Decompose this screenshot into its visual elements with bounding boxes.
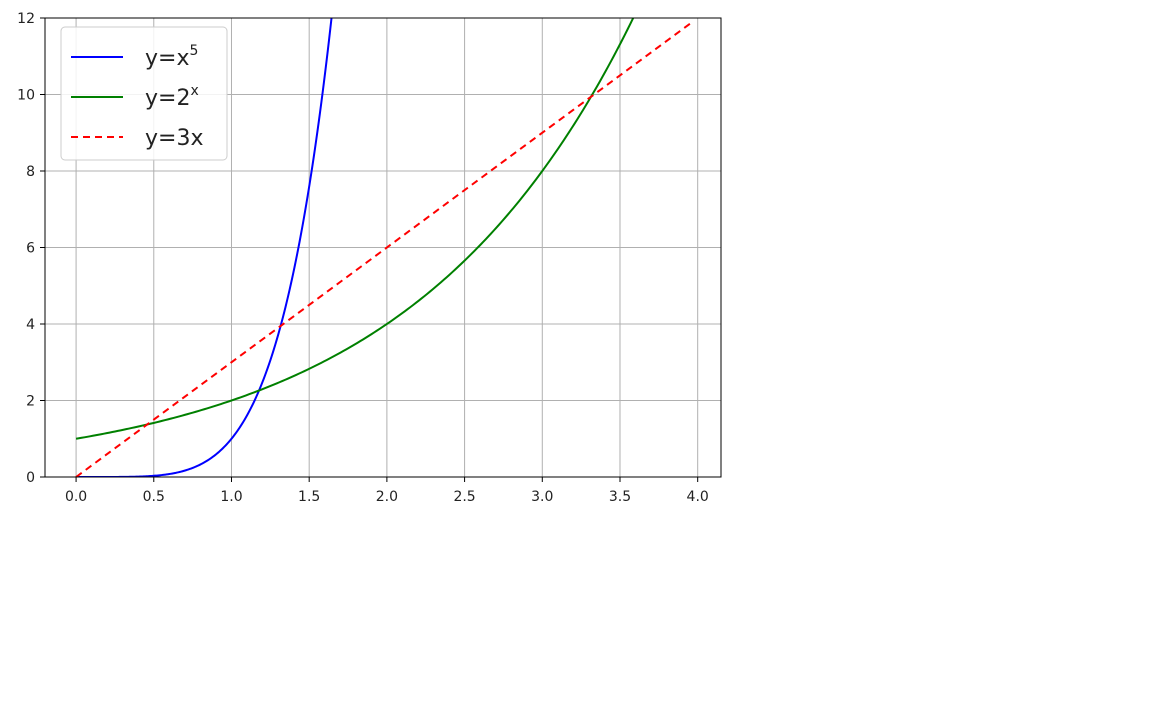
legend: y=x5 y=2x y=3x (60, 26, 228, 161)
y-tick-label: 10 (17, 88, 35, 104)
y-tick-label: 6 (26, 241, 35, 257)
y-tick-label: 8 (26, 164, 35, 180)
x-tick-label: 1.5 (298, 489, 320, 505)
tick-marks (40, 17, 699, 482)
x-tick-label: 0.5 (143, 489, 165, 505)
x-tick-label: 0.0 (65, 489, 87, 505)
x-tick-label: 1.0 (220, 489, 242, 505)
x-tick-label: 2.0 (376, 489, 398, 505)
y-tick-label: 12 (17, 11, 35, 27)
y-tick-label: 2 (26, 394, 35, 410)
legend-box (60, 26, 228, 161)
y-tick-labels: 0 2 4 6 8 10 12 (17, 11, 35, 486)
x-tick-label: 4.0 (687, 489, 709, 505)
legend-label: y=3x (145, 126, 203, 151)
legend-label-base: y=2 (145, 86, 190, 111)
legend-label-superscript: 5 (189, 43, 198, 59)
x-tick-label: 3.5 (609, 489, 631, 505)
x-tick-label: 2.5 (453, 489, 475, 505)
legend-label: y=2x (145, 83, 199, 111)
legend-label-base: y=x (145, 46, 189, 71)
y-tick-label: 0 (26, 470, 35, 486)
y-tick-label: 4 (26, 317, 35, 333)
series-line-1 (75, 18, 635, 440)
x-tick-label: 3.0 (531, 489, 553, 505)
legend-label-base: y=3x (145, 126, 203, 151)
x-tick-labels: 0.0 0.5 1.0 1.5 2.0 2.5 3.0 3.5 4.0 (65, 489, 709, 505)
legend-label: y=x5 (145, 43, 198, 71)
legend-label-superscript: x (190, 83, 198, 99)
